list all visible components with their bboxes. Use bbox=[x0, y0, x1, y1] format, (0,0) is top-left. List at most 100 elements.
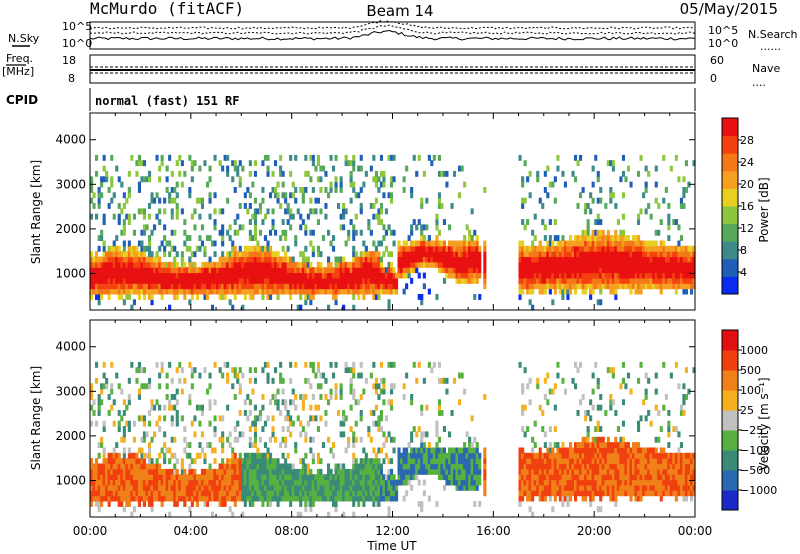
nave-tick-low: 0 bbox=[710, 72, 717, 85]
power-cell bbox=[619, 272, 623, 279]
power-cell bbox=[190, 294, 194, 300]
velocity-cell bbox=[422, 452, 426, 459]
power-cell bbox=[251, 251, 255, 258]
velocity-cell bbox=[437, 468, 441, 475]
power-cell bbox=[309, 240, 313, 247]
power-cell bbox=[269, 267, 273, 274]
velocity-cell bbox=[102, 372, 106, 379]
power-cell bbox=[556, 256, 560, 263]
power-cell bbox=[165, 261, 169, 268]
power-cell bbox=[243, 203, 247, 209]
velocity-cell bbox=[281, 474, 285, 481]
power-cell bbox=[548, 181, 552, 188]
velocity-cell bbox=[616, 458, 620, 465]
power-cell bbox=[667, 245, 671, 252]
power-cell bbox=[649, 251, 653, 258]
power-cell bbox=[100, 261, 104, 268]
power-cell bbox=[127, 219, 131, 225]
velocity-cell bbox=[148, 479, 152, 486]
velocity-cell bbox=[211, 484, 215, 491]
power-colorbar-tick-label: 16 bbox=[740, 200, 754, 213]
power-cell bbox=[405, 272, 409, 279]
power-cell bbox=[223, 267, 227, 274]
velocity-cell bbox=[579, 474, 583, 481]
power-cell bbox=[374, 213, 378, 220]
velocity-cell bbox=[198, 490, 202, 497]
power-cell bbox=[563, 251, 567, 258]
velocity-cell bbox=[120, 474, 124, 481]
velocity-cell bbox=[632, 458, 636, 465]
power-cell bbox=[390, 154, 394, 161]
velocity-cell bbox=[526, 383, 530, 390]
power-cell bbox=[450, 267, 454, 274]
power-cell bbox=[523, 272, 527, 279]
power-cell bbox=[135, 256, 139, 263]
velocity-cell bbox=[102, 447, 106, 454]
power-cell bbox=[644, 245, 648, 252]
velocity-cell bbox=[581, 468, 585, 475]
velocity-cell bbox=[586, 410, 590, 416]
velocity-cell bbox=[266, 484, 270, 491]
velocity-cell bbox=[475, 452, 479, 459]
velocity-cell bbox=[195, 490, 199, 497]
velocity-cell bbox=[269, 490, 273, 497]
power-cell bbox=[647, 251, 651, 258]
velocity-cell bbox=[148, 442, 152, 448]
power-cell bbox=[173, 288, 177, 295]
velocity-cell bbox=[584, 484, 588, 491]
velocity-cell bbox=[475, 468, 479, 475]
power-cell bbox=[453, 261, 457, 268]
power-cell bbox=[647, 277, 651, 284]
velocity-cell bbox=[175, 490, 179, 497]
velocity-cell bbox=[528, 377, 532, 384]
velocity-cell bbox=[518, 495, 522, 502]
power-cell bbox=[606, 245, 610, 252]
power-cell bbox=[379, 256, 383, 263]
velocity-cell bbox=[614, 490, 618, 497]
power-cell bbox=[619, 229, 623, 236]
power-cell bbox=[112, 192, 116, 199]
power-cell bbox=[241, 267, 245, 274]
station-title: McMurdo (fitACF) bbox=[90, 0, 244, 18]
power-cell bbox=[155, 256, 159, 263]
power-cell bbox=[337, 283, 341, 290]
power-cell bbox=[294, 240, 298, 247]
velocity-cell bbox=[117, 490, 121, 497]
power-cell bbox=[180, 283, 184, 290]
power-cell bbox=[100, 235, 104, 241]
power-cell bbox=[531, 277, 535, 284]
power-cell bbox=[208, 261, 212, 268]
velocity-cell bbox=[584, 495, 588, 502]
velocity-cell bbox=[153, 495, 157, 502]
power-cell bbox=[127, 192, 131, 199]
power-cell bbox=[208, 288, 212, 295]
power-cell bbox=[266, 170, 270, 177]
velocity-cell bbox=[395, 490, 399, 497]
power-cell bbox=[619, 261, 623, 268]
velocity-cell bbox=[561, 447, 565, 454]
velocity-cell bbox=[523, 463, 527, 470]
power-cell bbox=[301, 277, 305, 284]
velocity-cell bbox=[206, 495, 210, 502]
power-cell bbox=[266, 272, 270, 279]
power-cell bbox=[148, 240, 152, 247]
velocity-cell bbox=[563, 447, 567, 454]
power-cell bbox=[329, 187, 333, 193]
velocity-cell bbox=[183, 426, 187, 432]
power-cell bbox=[362, 240, 366, 247]
power-cell bbox=[546, 245, 550, 252]
power-cell bbox=[632, 283, 636, 290]
power-cell bbox=[616, 251, 620, 258]
power-cell bbox=[458, 251, 462, 258]
power-cell bbox=[569, 261, 573, 268]
power-cell bbox=[347, 267, 351, 274]
velocity-cell bbox=[185, 484, 189, 491]
power-cell bbox=[538, 245, 542, 252]
velocity-cell bbox=[629, 458, 633, 465]
velocity-cell bbox=[153, 404, 157, 411]
power-cell bbox=[102, 267, 106, 274]
power-cell bbox=[372, 203, 376, 209]
velocity-cell bbox=[286, 490, 290, 497]
power-cell bbox=[274, 192, 278, 199]
velocity-cell bbox=[306, 484, 310, 491]
